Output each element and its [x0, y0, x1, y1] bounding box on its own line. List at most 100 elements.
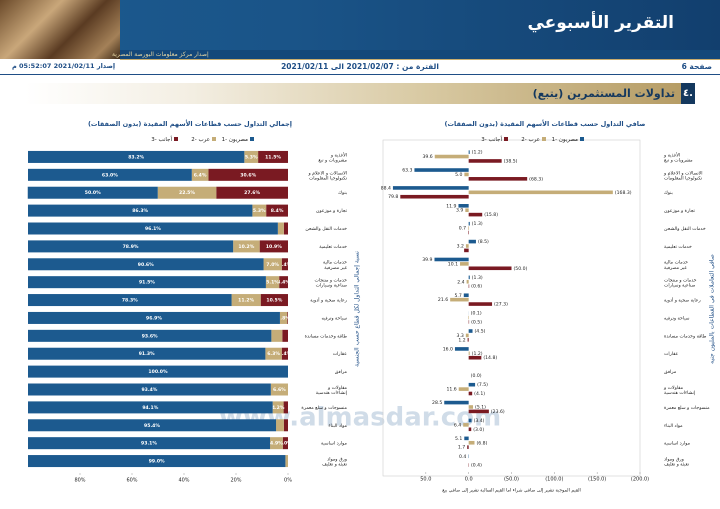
category-label: طاقة وخدمات مساندة [664, 334, 707, 339]
data-label: (0.0) [471, 373, 482, 379]
bar-segment [28, 383, 271, 396]
data-label: 5.7 [454, 293, 461, 299]
bar-segment [208, 168, 288, 181]
bar [464, 172, 469, 177]
data-label: 95.4% [144, 423, 160, 429]
bar [467, 445, 469, 449]
category-label: رعاية صحية و أدوية [310, 297, 347, 304]
data-label: 10.2% [238, 244, 254, 250]
chart-note: القيم الموجبة تشير إلى صافي شراء اما الق… [442, 489, 581, 494]
bar [468, 266, 512, 271]
legend-swatch [504, 137, 508, 141]
x-tick-label: (50.0) [504, 477, 519, 483]
data-label: 1.7 [458, 445, 465, 451]
chart-title: صافي التداول حسب قطاعات الأسهم المقيدة (… [445, 119, 646, 128]
bar [463, 293, 469, 298]
bar [468, 239, 476, 244]
category-label: خدمات النقل والشحن [305, 227, 347, 232]
x-tick-label: 60% [126, 478, 137, 484]
category-label: رعاية صحية و أدوية [664, 297, 701, 304]
data-label: 3.4% [277, 280, 290, 286]
plot-frame [382, 139, 641, 477]
data-label: (5.1) [475, 404, 486, 410]
bar [468, 284, 470, 288]
data-label: 2.4 [457, 279, 464, 285]
bar-segment [28, 365, 288, 378]
bar-segment [285, 455, 288, 468]
data-label: 11.9 [446, 203, 456, 209]
bar [468, 440, 475, 445]
bar [465, 333, 469, 338]
data-label: 88.4 [381, 185, 391, 191]
data-label: 11.5% [265, 154, 281, 160]
category-label: خدمات تعليمية [664, 245, 692, 250]
bar [468, 150, 470, 154]
data-label: 10.9% [266, 244, 282, 250]
bar [468, 409, 489, 414]
data-label: (8.5) [478, 239, 489, 245]
category-label: موارد اساسية [321, 442, 348, 447]
bar-segment [28, 419, 277, 432]
data-label: 6.3% [267, 351, 280, 357]
data-label: 91.5% [139, 280, 155, 286]
data-label: 6.4 [454, 422, 461, 428]
data-label: (38.5) [504, 158, 518, 164]
bar-segment [28, 311, 280, 324]
category-label: خدمات النقل والشحن [664, 227, 706, 232]
category-label: مرافق [664, 370, 677, 375]
data-label: 7.0% [266, 262, 279, 268]
bar-segment [244, 150, 259, 163]
section-number: ٤. [681, 83, 695, 104]
data-label: 4.9% [270, 441, 283, 447]
bar-segment [28, 294, 232, 307]
data-label: 93.4% [141, 387, 157, 393]
category-label: مقاولات و إنشاءات هندسية [316, 385, 348, 395]
data-label: (0.5) [471, 319, 482, 325]
bar [450, 297, 469, 302]
bar [467, 338, 469, 342]
category-label: خدمات مالية غير مصرفية [323, 260, 348, 270]
data-label: 50.0% [85, 190, 101, 196]
category-label: بنوك [664, 191, 673, 196]
bar-segment [28, 455, 286, 468]
bar-segment [231, 294, 261, 307]
bar-segment [266, 204, 288, 217]
bar [392, 186, 469, 190]
bar [468, 355, 482, 360]
bar [463, 423, 469, 427]
category-label: منسوجات و سلع معمرة [664, 406, 710, 411]
bar-segment [277, 222, 284, 235]
bar-segment [216, 186, 288, 199]
legend-swatch [174, 137, 178, 141]
page-number: صفحة 6 [681, 62, 712, 71]
data-label: 3.9 [456, 208, 463, 214]
banner-photo [0, 0, 120, 59]
data-label: 90.6% [138, 262, 154, 268]
bar-segment [287, 311, 288, 324]
data-label: 2.8% [277, 315, 290, 321]
category-label: خدمات و منتجات صناعية وسيارات [664, 278, 697, 288]
data-label: (0.4) [471, 463, 482, 469]
category-label: الأغذية و مشروبات و تبغ [663, 151, 693, 163]
data-label: 39.9 [422, 257, 432, 263]
x-tick-label: 50.0 [420, 477, 431, 483]
bar-segment [28, 401, 273, 414]
data-label: (23.6) [491, 409, 505, 415]
bar-segment [191, 168, 209, 181]
category-label: خدمات مالية غير مصرفية [664, 260, 688, 270]
data-label: 96.1% [145, 226, 161, 232]
bar [468, 230, 469, 235]
data-label: 78.9% [123, 244, 139, 250]
bar [468, 177, 528, 181]
bar-segment [259, 240, 288, 253]
bar-segment [28, 240, 234, 253]
data-label: 5.3% [245, 154, 258, 160]
bar-segment [260, 294, 288, 307]
data-label: (1.3) [472, 275, 483, 281]
data-label: (1.2) [472, 150, 483, 156]
category-label: طاقة وخدمات مساندة [305, 334, 348, 339]
data-label: 2.4% [279, 262, 292, 268]
banner-strip [120, 50, 720, 60]
data-label: 63.3 [402, 168, 412, 174]
